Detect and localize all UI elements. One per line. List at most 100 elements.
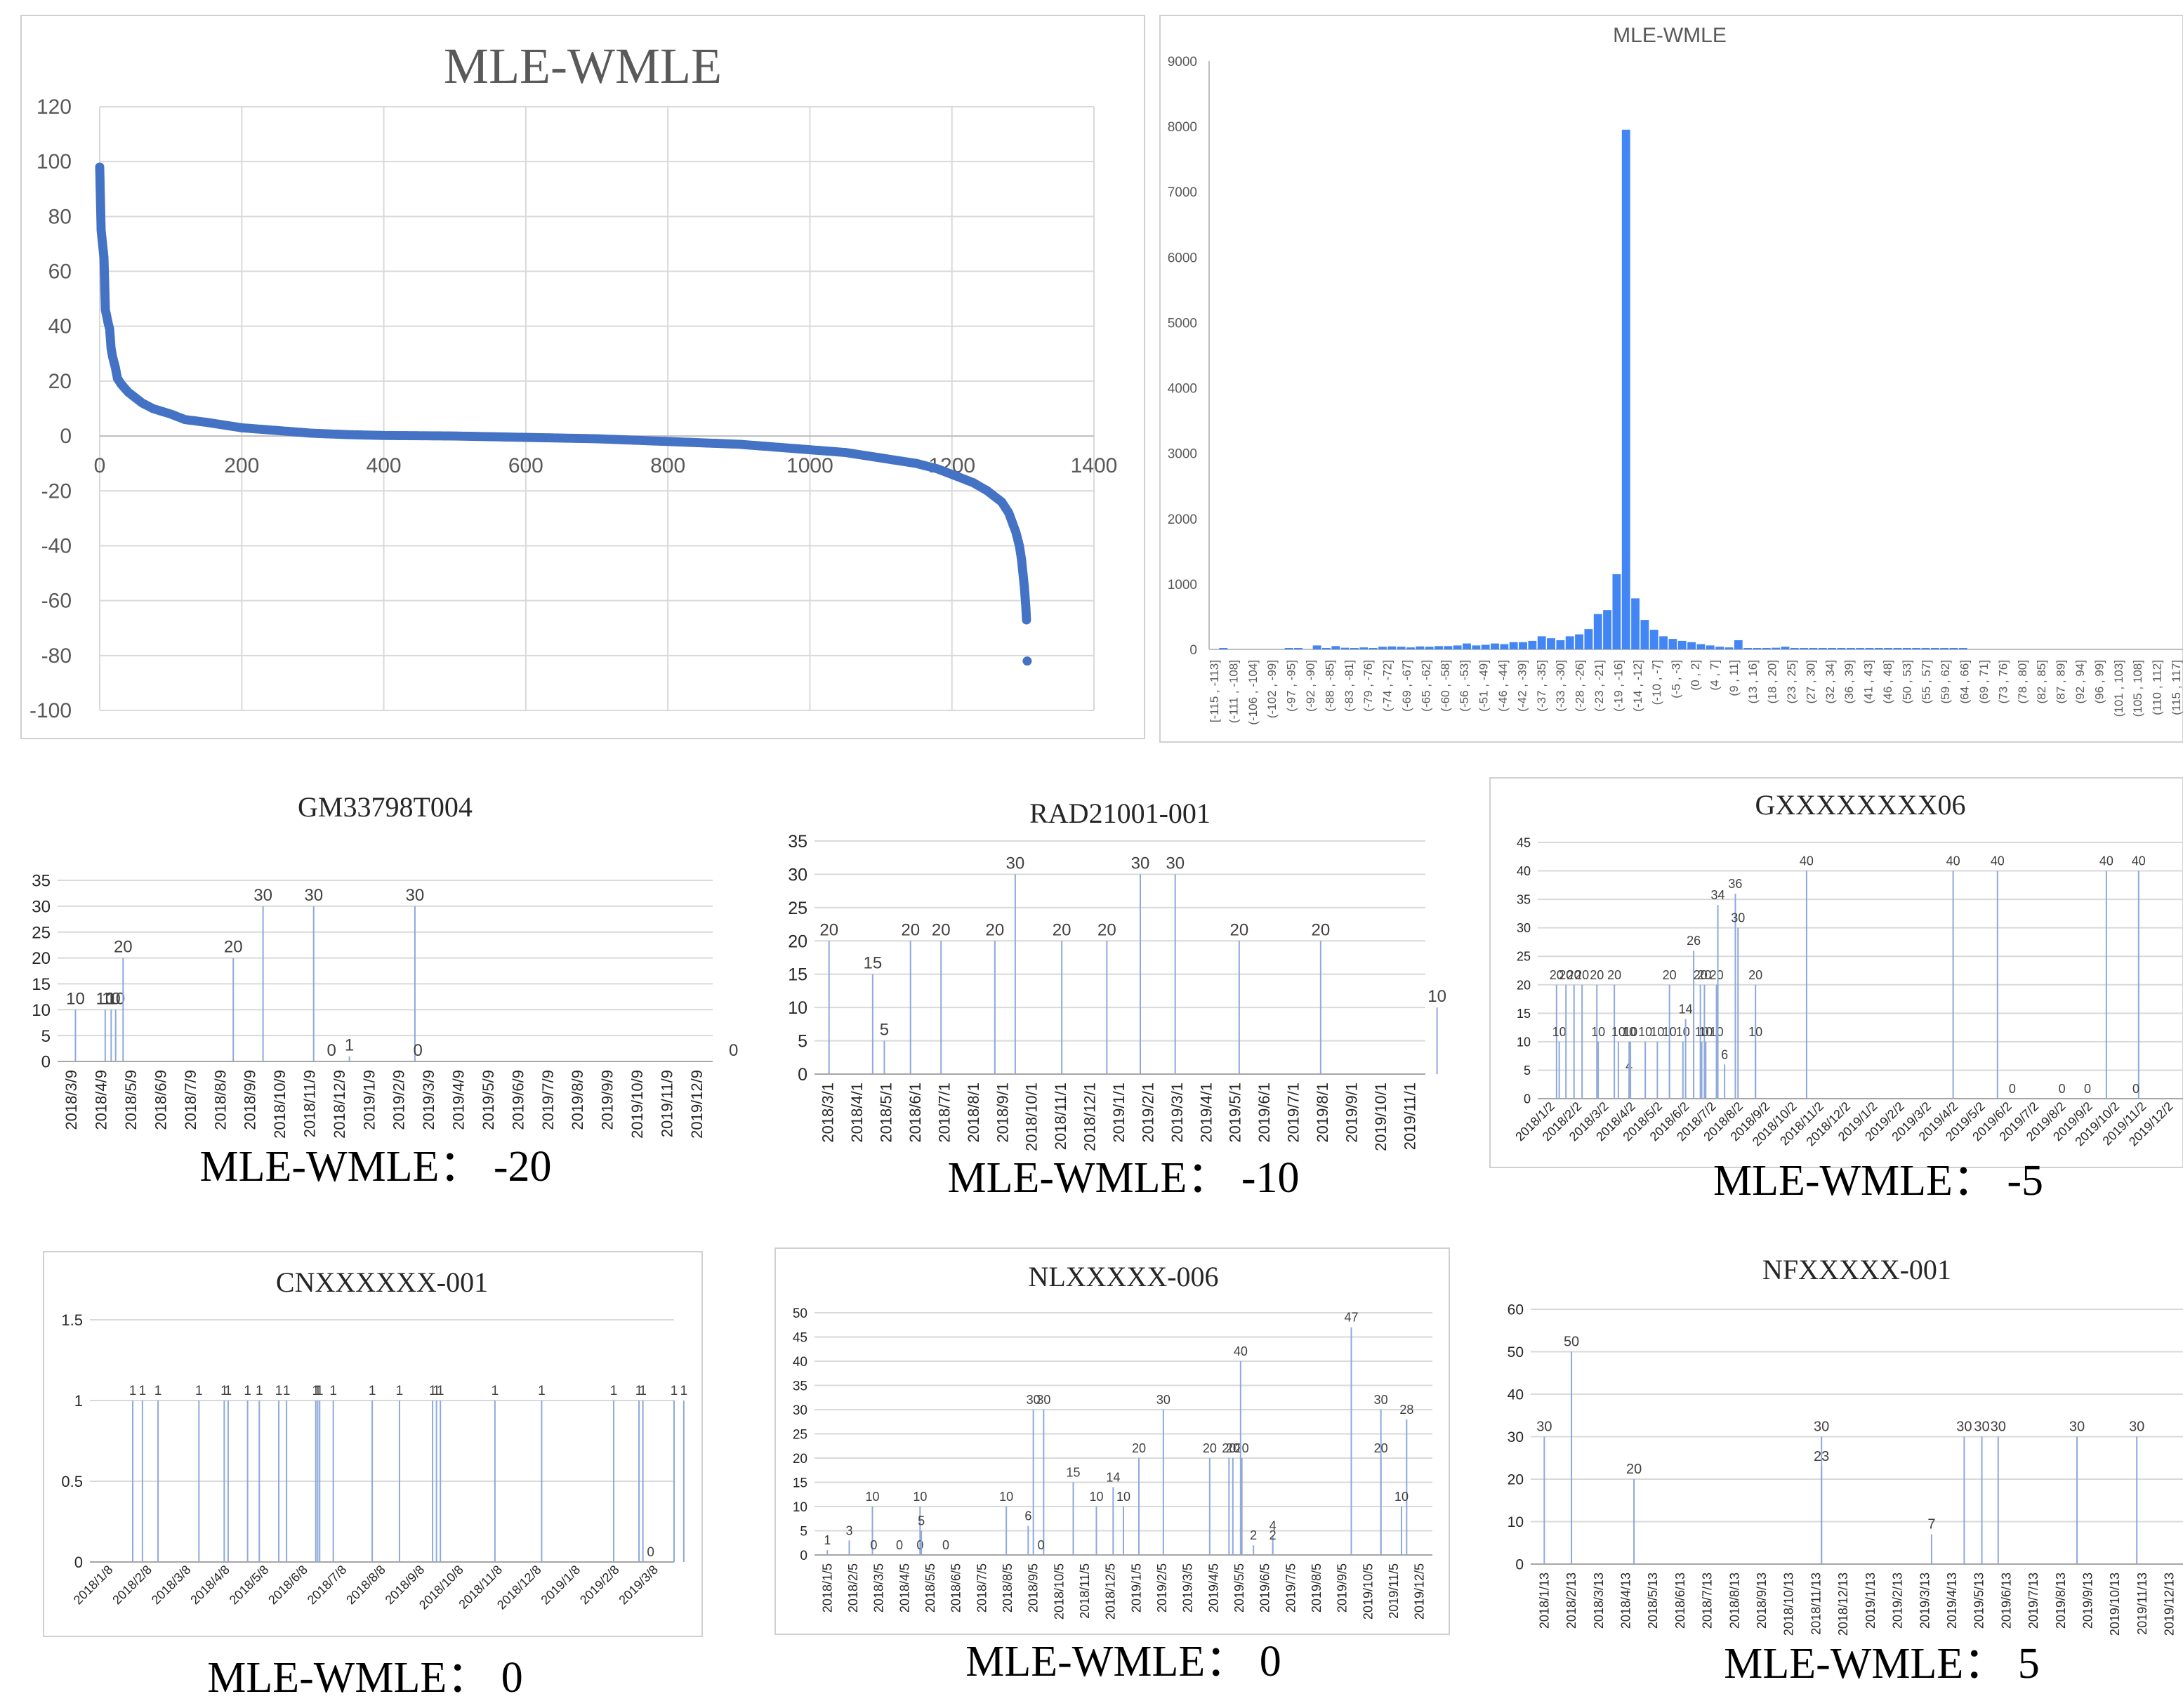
rad-x-tick-label: 2018/6/1 xyxy=(906,1083,924,1143)
rad-x-tick-label: 2018/5/1 xyxy=(878,1083,895,1143)
histogram-bar xyxy=(1734,640,1743,649)
nl-data-label: 14 xyxy=(1106,1470,1120,1484)
gm-x-tick-label: 2018/3/9 xyxy=(62,1070,80,1130)
rad-data-label: 20 xyxy=(1097,920,1116,939)
histogram-x-tick-label: (-37 , -35] xyxy=(1535,660,1548,712)
nf-data-label: 23 xyxy=(1814,1449,1829,1464)
histogram-x-tick-label: (-23 , -21] xyxy=(1592,660,1606,712)
nl-data-label: 10 xyxy=(1089,1490,1103,1504)
histogram-bar xyxy=(1444,646,1453,649)
cn-data-label: 1 xyxy=(329,1384,337,1398)
histogram-y-tick-label: 1000 xyxy=(1168,578,1197,592)
gx-data-label: 30 xyxy=(1731,911,1745,925)
gx-data-label: 10 xyxy=(1710,1025,1724,1039)
nl-x-tick-label: 2019/4/5 xyxy=(1206,1563,1220,1613)
gx-data-label: 14 xyxy=(1679,1002,1693,1016)
nl-data-label: 10 xyxy=(1116,1490,1130,1504)
gx-y-tick-label: 35 xyxy=(1517,893,1531,907)
histogram-bar xyxy=(1837,648,1846,649)
histogram-x-tick-label: (50 , 53] xyxy=(1900,660,1913,703)
nl-data-label: 20 xyxy=(1132,1441,1146,1455)
nl-y-tick-label: 40 xyxy=(793,1355,807,1370)
gm-x-tick-label: 2019/2/9 xyxy=(390,1070,408,1130)
nl-data-label: 10 xyxy=(1394,1490,1409,1504)
histogram-bar xyxy=(1818,648,1827,649)
nl-data-label: 1 xyxy=(824,1533,831,1547)
rad-data-label: 15 xyxy=(864,954,883,973)
histogram-bar xyxy=(1874,648,1883,649)
nl-y-tick-label: 50 xyxy=(793,1306,807,1321)
gx-y-tick-label: 10 xyxy=(1517,1035,1531,1049)
histogram-x-tick-label: (32 , 34] xyxy=(1823,660,1837,703)
gm-y-tick-label: 35 xyxy=(32,872,51,891)
rad-x-tick-label: 2018/10/1 xyxy=(1023,1083,1041,1151)
nl-data-label: 2 xyxy=(1250,1528,1257,1542)
gx-data-label: 6 xyxy=(1721,1047,1728,1061)
nl-x-tick-label: 2018/3/5 xyxy=(872,1563,886,1613)
scatter-x-tick-label: 0 xyxy=(94,454,106,477)
histogram-x-tick-label: (115 , 117] xyxy=(2170,660,2183,715)
histogram-bar xyxy=(1509,642,1518,649)
cn-data-label: 1 xyxy=(154,1384,162,1398)
scatter-y-tick-label: 80 xyxy=(48,205,72,228)
cn-y-tick-label: 0 xyxy=(74,1554,83,1571)
nl-data-label: 30 xyxy=(1036,1393,1050,1407)
nl-y-tick-label: 30 xyxy=(793,1403,807,1418)
rad-y-tick-label: 0 xyxy=(798,1065,807,1085)
rad-x-tick-label: 2019/3/1 xyxy=(1168,1083,1186,1143)
histogram-x-tick-label: (23 , 25] xyxy=(1785,660,1798,703)
nl-x-tick-label: 2019/9/5 xyxy=(1335,1563,1350,1613)
histogram-x-tick-label: (-74 , -72] xyxy=(1381,660,1394,712)
nl-data-label: 10 xyxy=(999,1490,1013,1504)
cn-y-tick-label: 0.5 xyxy=(61,1473,83,1490)
gx-data-label: 20 xyxy=(1663,968,1677,982)
cn-data-label: 1 xyxy=(220,1384,228,1398)
rad-y-tick-label: 10 xyxy=(788,998,807,1018)
cn-data-label: 1 xyxy=(316,1384,324,1398)
scatter-y-tick-label: -20 xyxy=(41,479,72,503)
cn-data-label: 1 xyxy=(680,1384,688,1398)
nl-y-tick-label: 0 xyxy=(800,1549,807,1563)
nl-y-tick-label: 35 xyxy=(793,1379,807,1393)
nf-x-tick-label: 2018/3/13 xyxy=(1592,1573,1606,1629)
nl-x-tick-label: 2018/9/5 xyxy=(1027,1563,1041,1613)
histogram-x-tick-label: (78 , 80] xyxy=(2016,660,2029,703)
histogram-x-tick-label: (-28 , -26] xyxy=(1574,660,1587,712)
histogram-bar xyxy=(1294,648,1302,649)
gm-x-tick-label: 2019/3/9 xyxy=(420,1070,437,1130)
scatter-y-tick-label: 100 xyxy=(37,150,72,173)
histogram-bar xyxy=(1584,629,1593,649)
cn-data-label: 1 xyxy=(433,1384,440,1398)
rad-data-label: 30 xyxy=(1166,854,1185,873)
histogram-x-tick-label: (-65 , -62] xyxy=(1419,660,1432,712)
histogram-bar xyxy=(1378,647,1387,649)
histogram-bar xyxy=(1612,574,1621,649)
gm-y-tick-label: 0 xyxy=(41,1053,51,1072)
histogram-bar xyxy=(1472,645,1481,649)
cn-data-label: 1 xyxy=(195,1384,203,1398)
rad-data-label: 10 xyxy=(1427,987,1446,1006)
cn-data-label: 1 xyxy=(610,1384,618,1398)
histogram-x-tick-label: (-19 , -16] xyxy=(1611,660,1625,712)
rad-x-tick-label: 2019/8/1 xyxy=(1314,1083,1331,1143)
rad-data-label: 20 xyxy=(932,920,951,939)
histogram-bar xyxy=(1856,648,1865,649)
cn-data-label: 1 xyxy=(244,1384,251,1398)
rad-x-tick-label: 2019/1/1 xyxy=(1110,1083,1128,1143)
gm-x-tick-label: 2018/6/9 xyxy=(152,1070,169,1130)
histogram-bar xyxy=(1687,642,1696,649)
gm-data-label: 1 xyxy=(345,1036,354,1055)
gx-data-label: 20 xyxy=(1550,968,1564,982)
nl-data-label: 6 xyxy=(1024,1509,1031,1523)
histogram-bar xyxy=(1350,648,1359,649)
histogram-x-tick-label: (-69 , -67] xyxy=(1400,660,1413,712)
gx-y-tick-label: 25 xyxy=(1517,950,1531,964)
nl-x-tick-label: 2018/11/5 xyxy=(1078,1563,1092,1619)
gx-data-label: 26 xyxy=(1687,934,1701,948)
scatter-chart: MLE-WMLE -100 -80 -60 -40 -20 0 20 40 60 80 100 120 0… xyxy=(20,15,1145,739)
histogram-bar xyxy=(1491,643,1499,649)
rad-data-label: 30 xyxy=(1131,854,1150,873)
histogram-bar xyxy=(1331,646,1340,649)
